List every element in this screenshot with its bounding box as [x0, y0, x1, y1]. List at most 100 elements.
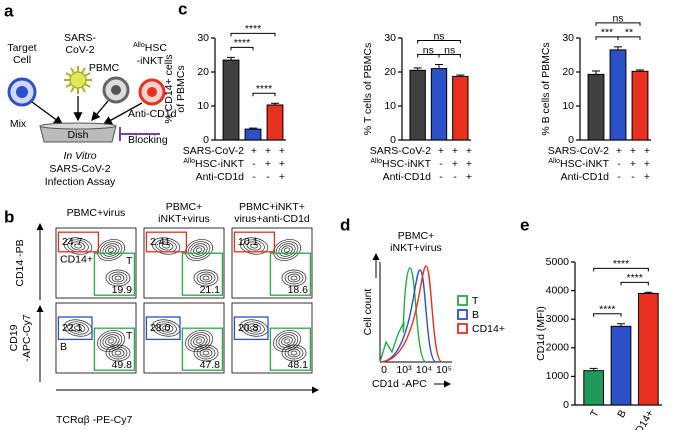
- row-label-sup: Allo: [548, 158, 560, 165]
- bracket: [620, 281, 649, 286]
- label: 5000: [546, 256, 570, 268]
- contour: [281, 344, 307, 362]
- pbmc-core: [111, 85, 121, 95]
- label: 0: [568, 134, 574, 146]
- flow-plot: [143, 227, 225, 299]
- contour: [199, 348, 213, 358]
- contour: [158, 241, 174, 251]
- gate: [269, 252, 312, 296]
- label: +: [279, 145, 285, 157]
- label: ****: [234, 37, 250, 49]
- contour: [108, 271, 128, 285]
- gate: [181, 252, 224, 296]
- label: 1000: [546, 370, 570, 382]
- gate: [145, 231, 188, 253]
- contour: [273, 330, 301, 352]
- row-label: Anti-CD1d: [383, 171, 432, 183]
- label: In Vitro: [63, 150, 96, 162]
- histogram-curve: [379, 269, 437, 363]
- contour: [193, 336, 205, 346]
- label: Mix: [10, 118, 27, 130]
- row-label: AlloHSC-iNKT: [548, 158, 609, 170]
- label: ns: [423, 44, 434, 56]
- label: % T cells of PBMCs: [362, 43, 374, 135]
- label: +: [616, 145, 622, 157]
- label: +: [630, 145, 636, 157]
- contour: [187, 241, 211, 259]
- contour: [275, 241, 299, 259]
- virus-spike: [81, 67, 86, 74]
- legend-swatch: [457, 323, 468, 334]
- gate: [181, 327, 224, 371]
- label: 47.8: [200, 359, 221, 371]
- label: 0: [203, 134, 209, 146]
- contour: [162, 243, 170, 249]
- label: 20: [197, 66, 209, 78]
- label: Target: [7, 42, 36, 54]
- contour: [278, 243, 296, 257]
- contour: [290, 275, 298, 281]
- label: 49.8: [112, 359, 133, 371]
- label: PBMC+iNKT+: [239, 201, 305, 213]
- label: **: [625, 27, 633, 39]
- flow-plot: [231, 227, 313, 299]
- row-label-sup: Allo: [183, 158, 195, 165]
- label: Cell count: [362, 289, 374, 336]
- label: -: [252, 171, 256, 183]
- label: +: [466, 171, 472, 183]
- label: -: [453, 171, 457, 183]
- label: of PBMCs: [175, 65, 187, 112]
- label: 10.1: [238, 236, 259, 248]
- row-label: SARS-CoV-2: [183, 145, 244, 157]
- label: iNKT+virus: [390, 242, 442, 254]
- contour: [107, 338, 115, 344]
- contour: [114, 350, 122, 356]
- label: AlloHSC: [133, 42, 167, 54]
- label: T: [588, 407, 602, 419]
- label: 4000: [546, 284, 570, 296]
- contour: [243, 321, 265, 335]
- contour: [287, 273, 301, 283]
- contour: [108, 346, 128, 360]
- bar: [452, 75, 469, 141]
- label: +: [644, 171, 650, 183]
- row-label: AlloHSC-iNKT: [370, 158, 431, 170]
- contour: [275, 332, 299, 350]
- label: 10: [384, 100, 396, 112]
- bracket: [230, 32, 276, 37]
- contour: [97, 330, 125, 352]
- contour: [162, 325, 170, 331]
- label: 2000: [546, 342, 570, 354]
- virus-spike: [84, 72, 91, 77]
- contour: [99, 241, 123, 259]
- dish-rim: [39, 122, 117, 130]
- contour: [246, 323, 262, 333]
- histogram-curve: [379, 267, 427, 363]
- label: 30: [384, 32, 396, 44]
- label: ****: [599, 304, 615, 316]
- label: HSC: [145, 42, 168, 54]
- label: +: [279, 158, 285, 170]
- label: ns: [612, 13, 623, 25]
- panel-label: b: [4, 207, 14, 226]
- label: 0: [390, 134, 396, 146]
- label: 10⁴: [416, 364, 432, 376]
- contour: [287, 348, 301, 358]
- target-cell-core: [16, 86, 28, 98]
- bracket: [438, 54, 461, 58]
- label: +: [466, 158, 472, 170]
- contour: [111, 348, 125, 358]
- label: +: [438, 145, 444, 157]
- contour: [63, 237, 93, 255]
- label: 20.8: [238, 322, 259, 334]
- label: PBMC+: [166, 201, 202, 213]
- label: virus+anti-CD1d: [234, 213, 310, 225]
- label: iNKT+virus: [158, 213, 210, 225]
- label: 24.7: [62, 236, 83, 248]
- label: B: [615, 408, 629, 420]
- contour: [102, 334, 120, 348]
- row-label: Anti-CD1d: [561, 171, 610, 183]
- row-label: SARS-CoV-2: [548, 145, 609, 157]
- contour: [74, 325, 82, 331]
- contour: [195, 338, 203, 344]
